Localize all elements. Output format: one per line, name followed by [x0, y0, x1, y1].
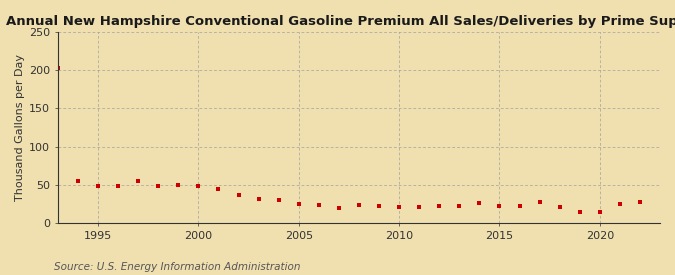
Text: Source: U.S. Energy Information Administration: Source: U.S. Energy Information Administ… [54, 262, 300, 272]
Y-axis label: Thousand Gallons per Day: Thousand Gallons per Day [15, 54, 25, 201]
Title: Annual New Hampshire Conventional Gasoline Premium All Sales/Deliveries by Prime: Annual New Hampshire Conventional Gasoli… [6, 15, 675, 28]
